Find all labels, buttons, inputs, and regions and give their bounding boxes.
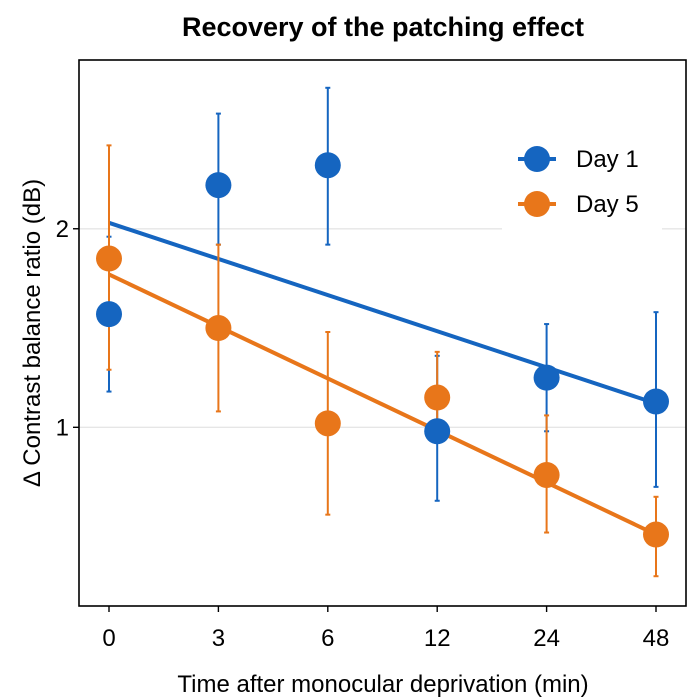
x-tick-label: 3 [212,625,225,652]
x-tick-label: 12 [424,625,451,652]
data-point [96,245,122,272]
data-point [533,461,560,488]
legend-marker [524,191,550,217]
data-point [205,315,232,342]
data-point [533,364,560,391]
tick-layer: 120 3 6 12 24 48 [56,216,670,652]
y-axis-label: Δ Contrast balance ratio (dB) [19,179,46,487]
fit-line-series-2 [108,272,657,537]
x-axis-label: Time after monocular deprivation (min) [177,671,588,698]
x-tick-label: 0 [102,625,115,652]
data-point [314,410,341,437]
data-point [314,152,341,179]
legend: Day 1 Day 5 [502,136,662,232]
y-tick-label: 2 [56,216,69,243]
plot-panel-border [78,59,687,607]
fit-line-series-1 [108,220,657,406]
legend-label: Day 5 [576,191,639,218]
x-tick-label: 6 [321,625,334,652]
y-tick-label: 1 [56,414,69,441]
data-point [424,384,451,411]
x-tick-label: 48 [643,625,670,652]
x-tick-label: 24 [533,625,560,652]
fit-layer [108,220,657,537]
data-point [643,521,669,548]
legend-marker [524,146,550,172]
data-point [424,418,451,445]
data-point [205,172,232,199]
data-point [96,301,122,328]
legend-label: Day 1 [576,146,639,173]
chart-title: Recovery of the patching effect [182,12,584,42]
point-layer [96,152,669,548]
data-point [643,388,669,415]
